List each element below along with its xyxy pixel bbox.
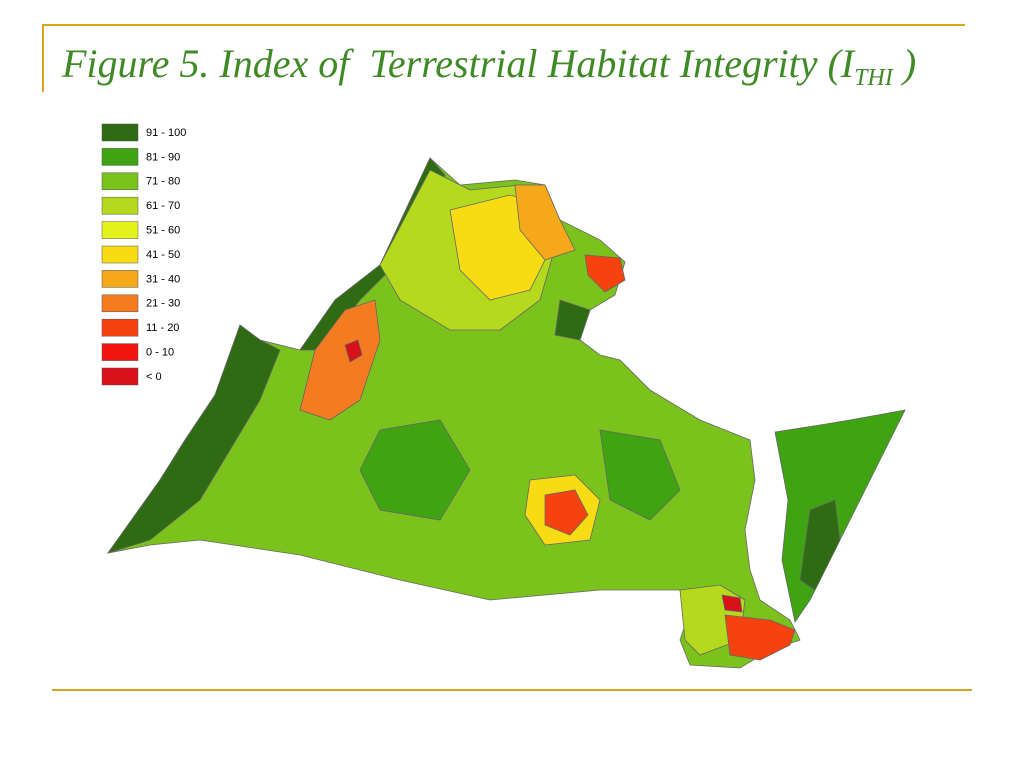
legend-label: 21 - 30: [146, 298, 180, 310]
legend-label: 51 - 60: [146, 225, 180, 237]
legend-swatch: [101, 148, 139, 166]
region: [721, 594, 743, 613]
legend-swatch: [101, 245, 139, 264]
region: [544, 489, 589, 536]
side-rule: [42, 24, 44, 92]
title-suffix: ): [892, 41, 917, 86]
region: [584, 254, 626, 293]
title-subscript: THI: [854, 65, 893, 91]
legend-label: 81 - 90: [146, 151, 180, 163]
region: [359, 419, 471, 521]
title: Figure 5. Index of Terrestrial Habitat I…: [62, 40, 916, 92]
legend-label: 71 - 80: [146, 176, 180, 188]
region: [299, 299, 381, 421]
legend-label: 11 - 20: [146, 322, 179, 334]
legend-swatch: [101, 123, 139, 142]
region: [554, 299, 591, 341]
legend-swatch: [101, 172, 139, 191]
legend: 91 - 100 81 - 90 71 - 80 61 - 70 51 - 60 41 -…: [101, 123, 186, 386]
legend-label: 41 - 50: [146, 249, 180, 261]
top-rule: [42, 24, 965, 26]
legend-label: 0 - 10: [146, 347, 174, 359]
title-text: Figure 5. Index of Terrestrial Habitat I…: [62, 41, 855, 86]
map-regions: [106, 157, 906, 669]
legend-label: 31 - 40: [146, 273, 180, 285]
region: [599, 429, 681, 521]
region: [106, 324, 281, 554]
legend-label: 91 - 100: [146, 127, 186, 139]
region: [799, 499, 841, 591]
eastern-shore: [774, 409, 906, 624]
legend-swatch: [101, 367, 139, 386]
legend-swatch: [101, 221, 139, 239]
legend-swatch: [101, 196, 139, 215]
legend-label: < 0: [146, 371, 162, 383]
region: [724, 614, 796, 661]
legend-swatch: [101, 294, 139, 313]
region: [344, 339, 363, 363]
region: [514, 184, 576, 261]
legend-swatch: [101, 318, 139, 337]
legend-swatch: [101, 270, 139, 288]
legend-swatch: [101, 343, 139, 361]
legend-label: 61 - 70: [146, 200, 180, 212]
bottom-rule: [52, 689, 972, 691]
